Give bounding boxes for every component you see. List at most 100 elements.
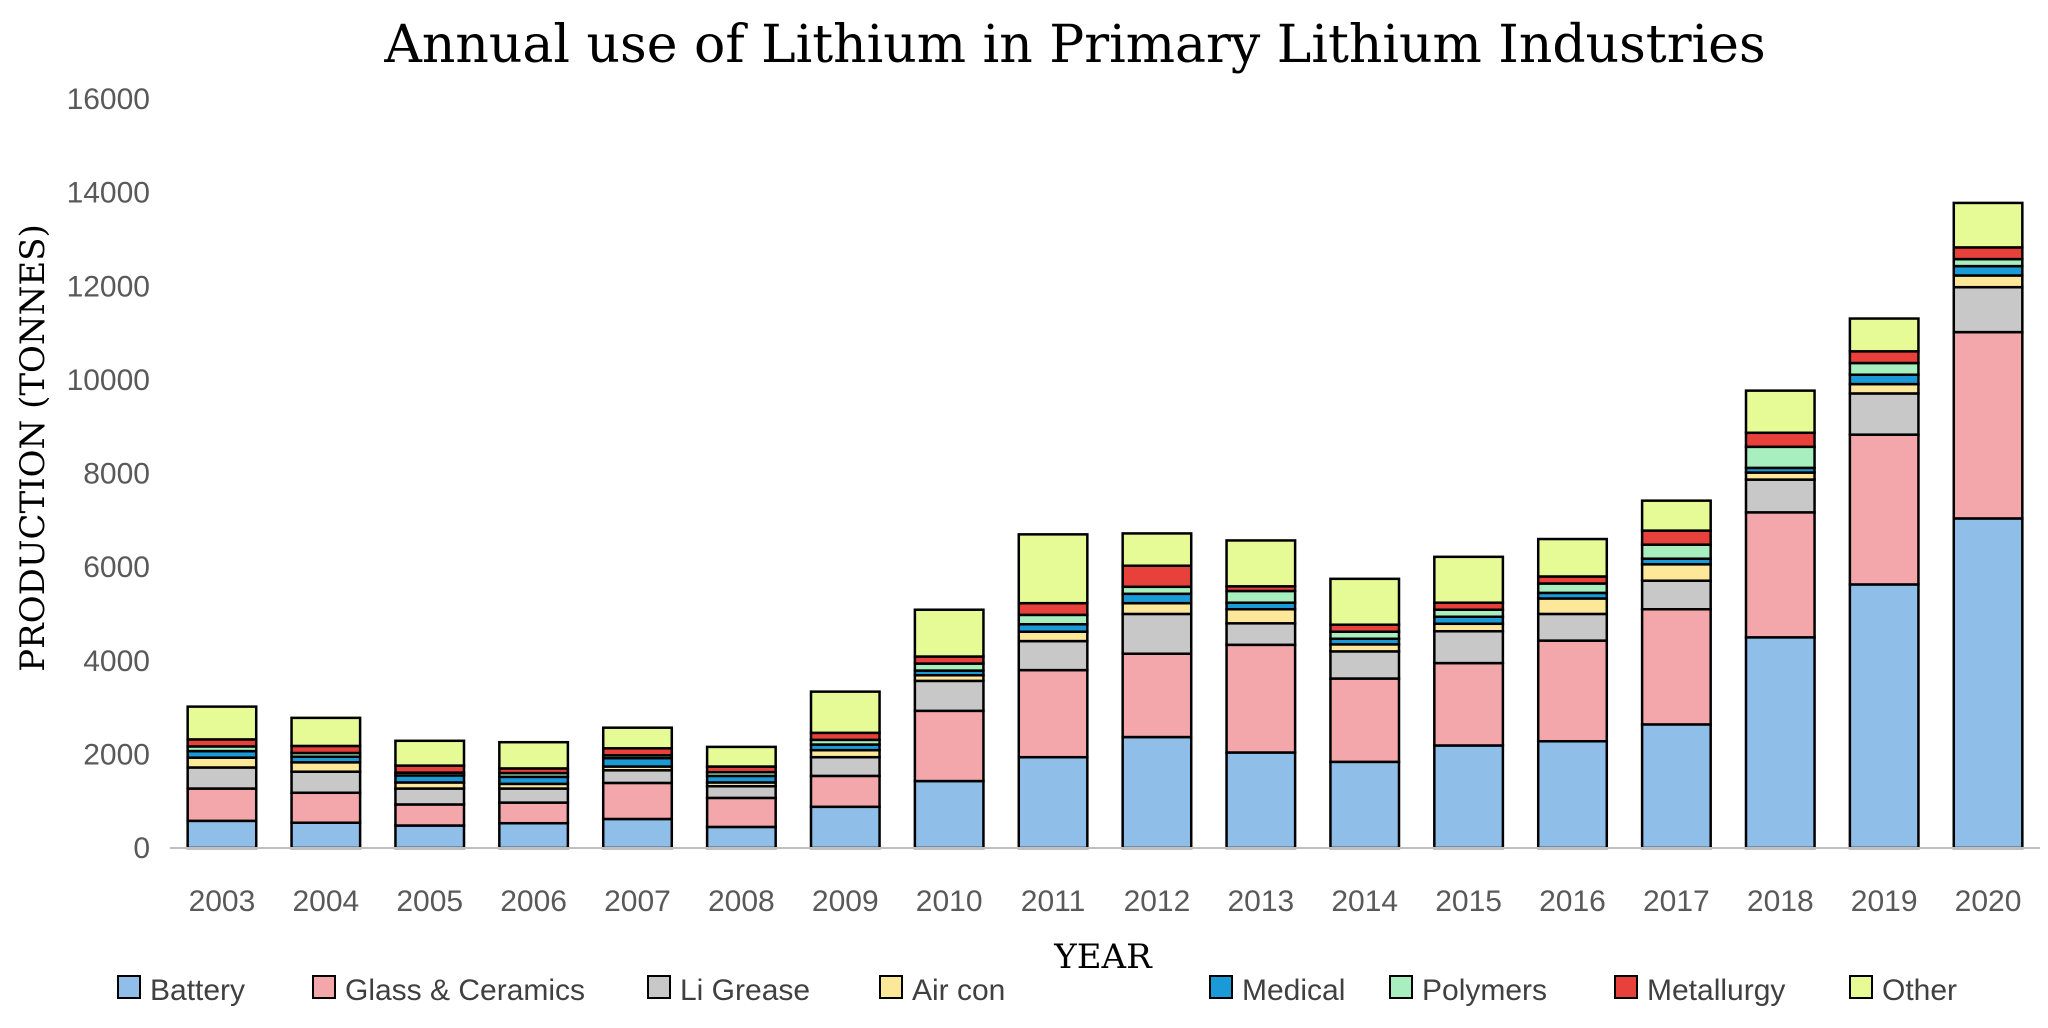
x-tick-label: 2017 [1643,885,1710,918]
bar-battery-2012 [1121,735,1193,850]
bar-li-grease-2008 [705,784,777,800]
bar-glass-ceramics-2017 [1640,608,1712,726]
legend-swatch-metallurgy [1614,975,1638,999]
bar-stack-2019 [1848,317,1920,850]
bar-stack-2006 [498,740,570,850]
x-tick-label: 2020 [1955,885,2022,918]
bar-li-grease-2004 [290,770,362,795]
bar-metallurgy-2020 [1952,246,2024,261]
bar-other-2016 [1536,537,1609,578]
bar-other-2007 [601,726,674,750]
bar-battery-2020 [1952,517,2024,850]
bar-battery-2006 [498,821,570,850]
bar-li-grease-2012 [1121,612,1193,655]
x-tick-label: 2008 [708,885,775,918]
bar-battery-2018 [1744,636,1816,850]
bar-stack-2008 [705,745,777,850]
bar-battery-2010 [913,779,985,850]
legend-label-other: Other [1882,974,1957,1007]
bar-glass-ceramics-2008 [705,796,777,829]
bar-other-2006 [498,740,570,770]
bar-medical-2007 [601,756,674,768]
legend: Battery Glass & Ceramics Li Grease Air con M… [117,974,1957,1007]
bar-glass-ceramics-2004 [290,791,362,824]
legend-label-battery: Battery [150,974,245,1007]
legend-swatch-battery [117,975,141,999]
bar-battery-2003 [186,819,258,850]
legend-label-medical: Medical [1242,974,1345,1007]
x-tick-label: 2011 [1021,885,1086,918]
bar-battery-2007 [601,817,674,850]
x-tick-label: 2005 [396,885,463,918]
bar-polymers-2013 [1225,589,1297,604]
bar-polymers-2018 [1744,445,1816,470]
bar-battery-2019 [1848,583,1920,850]
legend-swatch-medical [1209,975,1233,999]
bar-other-2008 [705,745,777,768]
bar-battery-2016 [1536,740,1609,850]
bar-other-2013 [1225,539,1297,588]
x-tick-label: 2009 [812,885,879,918]
bar-stack-2003 [186,705,258,850]
legend-label-polymers: Polymers [1422,974,1547,1007]
x-tick-label: 2007 [604,885,671,918]
bar-battery-2009 [809,805,881,850]
x-tick-label: 2016 [1539,885,1606,918]
x-tick-label: 2006 [500,885,567,918]
bar-other-2020 [1952,201,2024,249]
legend-label-li-grease: Li Grease [680,974,810,1007]
y-tick-label: 12000 [67,270,150,303]
bar-medical-2019 [1848,373,1920,386]
bar-air-con-2020 [1952,274,2024,289]
legend-swatch-li-grease [647,975,671,999]
bar-other-2011 [1017,533,1089,605]
bar-stack-2018 [1744,389,1816,850]
bar-stack-2007 [601,726,674,850]
bar-battery-2005 [394,824,466,850]
bar-glass-ceramics-2014 [1329,677,1401,764]
y-tick-label: 16000 [67,83,150,116]
x-tick-label: 2019 [1851,885,1918,918]
bar-other-2012 [1121,532,1193,567]
y-axis-title: PRODUCTION (TONNES) [13,224,53,672]
bar-glass-ceramics-2016 [1536,639,1609,743]
x-tick-label: 2010 [916,885,983,918]
bar-li-grease-2011 [1017,639,1089,672]
bar-glass-ceramics-2005 [394,803,466,827]
bar-li-grease-2015 [1433,630,1505,665]
bar-glass-ceramics-2003 [186,787,258,823]
chart-title: Annual use of Lithium in Primary Lithium… [383,15,1765,75]
legend-swatch-glass-ceramics [312,975,336,999]
bar-stack-2010 [913,608,985,850]
bar-glass-ceramics-2015 [1433,661,1505,747]
bar-air-con-2011 [1017,630,1089,643]
bar-metallurgy-2019 [1848,350,1920,365]
bar-li-grease-2003 [186,766,258,790]
y-tick-label: 14000 [67,177,150,210]
y-axis-ticks: 0 2000 4000 6000 8000 10000 12000 14000 16000 [67,83,150,865]
x-tick-label: 2014 [1331,885,1398,918]
x-axis-title: YEAR [1053,937,1153,977]
bar-medical-2020 [1952,264,2024,277]
bar-other-2018 [1744,389,1816,435]
bar-stack-2016 [1536,537,1609,850]
bar-stack-2020 [1952,201,2024,850]
y-tick-label: 4000 [83,645,150,678]
legend-swatch-polymers [1389,975,1413,999]
bar-medical-2012 [1121,592,1193,605]
bar-battery-2017 [1640,723,1712,850]
x-tick-label: 2015 [1435,885,1502,918]
bar-li-grease-2016 [1536,612,1609,642]
bar-glass-ceramics-2007 [601,781,674,821]
bar-li-grease-2013 [1225,622,1297,647]
bar-metallurgy-2018 [1744,431,1816,449]
bar-li-grease-2005 [394,787,466,806]
bar-li-grease-2014 [1329,650,1401,680]
bar-air-con-2016 [1536,597,1609,616]
bar-polymers-2011 [1017,613,1089,626]
bar-battery-2008 [705,825,777,850]
bar-air-con-2012 [1121,601,1193,616]
bar-other-2017 [1640,499,1712,532]
x-tick-label: 2018 [1747,885,1814,918]
